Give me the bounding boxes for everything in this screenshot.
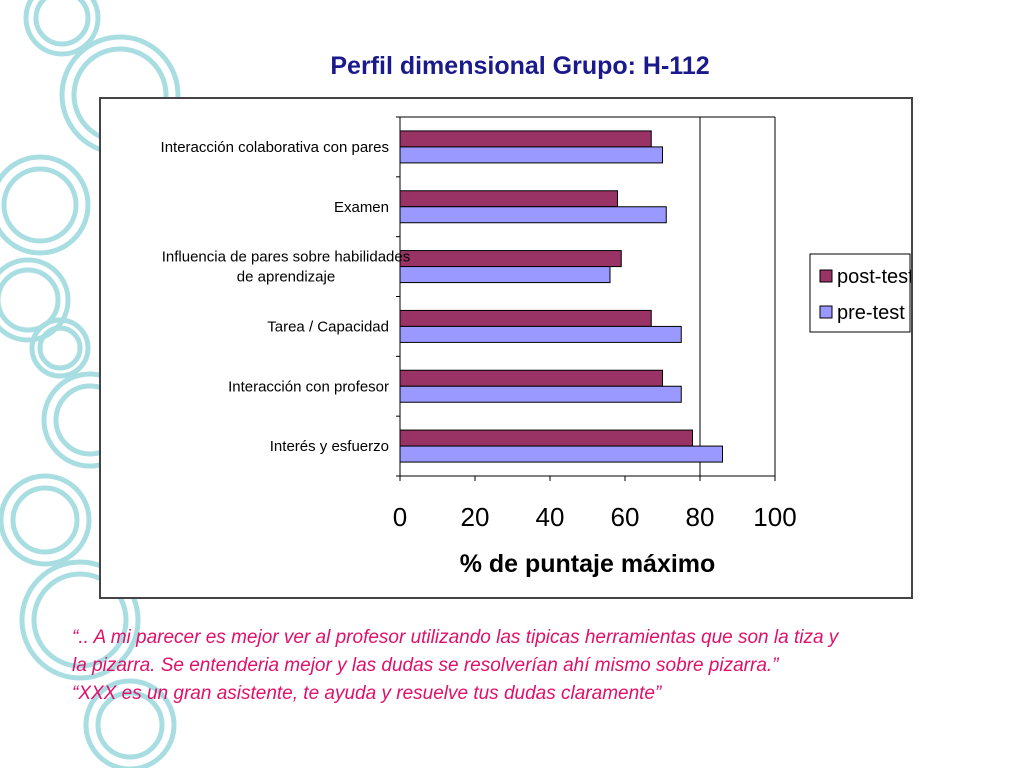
bar-pre-test-5 xyxy=(399,445,723,463)
legend-swatch-pre-test xyxy=(819,305,833,319)
category-label-5: Interés y esfuerzo xyxy=(270,438,389,455)
x-tick-label-5: 100 xyxy=(753,502,796,532)
x-tick-label-3: 60 xyxy=(611,502,640,532)
x-tick-label-0: 0 xyxy=(393,502,407,532)
bar-pre-test-1 xyxy=(399,206,667,224)
x-tick-label-1: 20 xyxy=(461,502,490,532)
bar-post-test-0 xyxy=(399,130,652,148)
bar-post-test-2 xyxy=(399,250,622,268)
legend-label-post-test: post-test xyxy=(837,266,911,288)
category-label-4: Interacción con profesor xyxy=(228,378,389,395)
bar-post-test-4 xyxy=(399,369,663,387)
bar-post-test-3 xyxy=(399,309,652,327)
quote-line-3: “XXX es un gran asistente, te ayuda y re… xyxy=(72,683,662,704)
x-tick-label-4: 80 xyxy=(686,502,715,532)
category-label-2-0: Influencia de pares sobre habilidades xyxy=(162,249,411,266)
x-tick-label-2: 40 xyxy=(536,502,565,532)
legend-swatch-post-test xyxy=(819,269,833,283)
category-label-2-1: de aprendizaje xyxy=(237,269,335,286)
bar-pre-test-3 xyxy=(399,325,682,343)
chart-frame: Interacción colaborativa con pares Examen… xyxy=(99,97,913,599)
bar-pre-test-4 xyxy=(399,385,682,403)
category-label-1: Examen xyxy=(334,199,389,216)
bar-post-test-5 xyxy=(399,429,693,447)
legend-label-pre-test: pre-test xyxy=(837,302,905,324)
bar-chart: Interacción colaborativa con pares Examen… xyxy=(161,116,911,578)
quote-line-2: la pizarra. Se entenderia mejor y las du… xyxy=(72,655,779,676)
slide-title: Perfil dimensional Grupo: H-112 xyxy=(330,52,710,80)
x-axis-title: % de puntaje máximo xyxy=(460,550,716,578)
category-label-0: Interacción colaborativa con pares xyxy=(161,139,389,156)
bar-post-test-1 xyxy=(399,190,618,208)
bar-pre-test-2 xyxy=(399,266,611,284)
quote-line-1: “.. A mi parecer es mejor ver al profeso… xyxy=(72,627,839,648)
legend-box xyxy=(809,253,911,333)
category-label-3: Tarea / Capacidad xyxy=(267,318,389,335)
bar-pre-test-0 xyxy=(399,146,663,164)
